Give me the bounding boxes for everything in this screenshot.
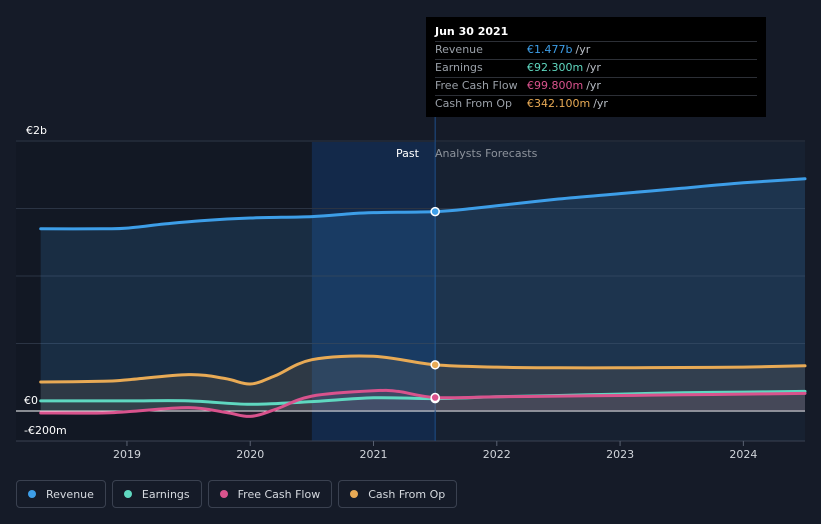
tooltip-value: €99.800m bbox=[527, 79, 584, 92]
x-tick-label: 2024 bbox=[729, 448, 757, 461]
x-tick-label: 2021 bbox=[360, 448, 388, 461]
past-region bbox=[16, 142, 312, 441]
legend-label: Cash From Op bbox=[368, 487, 446, 501]
tooltip-unit: /yr bbox=[593, 97, 608, 110]
series-line-free-cash-flow bbox=[39, 388, 807, 418]
tooltip-date: Jun 30 2021 bbox=[435, 25, 509, 38]
legend-label: Free Cash Flow bbox=[237, 487, 321, 501]
tooltip-row-cash-from-op: Cash From Op €342.100m /yr bbox=[435, 95, 757, 113]
y-tick-label-zero: €0 bbox=[24, 394, 38, 407]
x-tick-label: 2022 bbox=[483, 448, 511, 461]
x-tick-label: 2020 bbox=[236, 448, 264, 461]
earnings-dot-icon bbox=[123, 490, 132, 498]
legend-item-revenue[interactable]: Revenue bbox=[16, 480, 106, 508]
y-tick-label-bottom: -€200m bbox=[24, 424, 67, 437]
series-area-cash-from-op bbox=[40, 356, 805, 411]
x-tick-label: 2019 bbox=[113, 448, 141, 461]
cash-from-op-dot-icon bbox=[350, 490, 359, 498]
free-cash-flow-dot-icon bbox=[219, 490, 228, 498]
tooltip-label: Earnings bbox=[435, 61, 483, 74]
data-point-marker-free-cash-flow bbox=[430, 392, 440, 403]
tooltip-unit: /yr bbox=[575, 43, 591, 56]
tooltip-unit: /yr bbox=[586, 79, 601, 92]
legend-item-cash-from-op[interactable]: Cash From Op bbox=[338, 480, 458, 508]
series-line-cash-from-op bbox=[39, 354, 807, 386]
tooltip-value: €92.300m bbox=[527, 61, 584, 74]
tooltip-row-earnings: Earnings €92.300m /yr bbox=[435, 59, 757, 77]
data-point-marker-cash-from-op bbox=[430, 360, 440, 370]
series-area-revenue bbox=[40, 178, 805, 411]
legend-label: Revenue bbox=[46, 487, 94, 501]
legend-label: Earnings bbox=[141, 487, 190, 501]
tooltip-value: €342.100m bbox=[527, 97, 591, 110]
tooltip-row-revenue: Revenue €1.477b /yr bbox=[435, 41, 757, 59]
series-line-revenue bbox=[39, 177, 807, 231]
tooltip: Jun 30 2021 Revenue €1.477b /yr Earnings… bbox=[426, 17, 766, 117]
legend-item-free-cash-flow[interactable]: Free Cash Flow bbox=[207, 480, 333, 508]
tooltip-label: Revenue bbox=[435, 43, 483, 56]
past-label: Past bbox=[396, 147, 419, 160]
legend-item-earnings[interactable]: Earnings bbox=[111, 480, 202, 508]
chart-legend: Revenue Earnings Free Cash Flow Cash Fro… bbox=[16, 480, 458, 508]
y-tick-label-top: €2b bbox=[26, 124, 47, 137]
revenue-dot-icon bbox=[28, 490, 36, 498]
tooltip-label: Cash From Op bbox=[435, 97, 513, 110]
tooltip-label: Free Cash Flow bbox=[435, 79, 518, 92]
tooltip-row-free-cash-flow: Free Cash Flow €99.800m /yr bbox=[435, 77, 757, 95]
tooltip-unit: /yr bbox=[586, 61, 601, 74]
x-tick-label: 2023 bbox=[606, 448, 634, 461]
tooltip-value: €1.477b bbox=[527, 43, 573, 56]
forecast-label: Analysts Forecasts bbox=[435, 147, 538, 160]
data-point-marker-revenue bbox=[430, 206, 440, 217]
